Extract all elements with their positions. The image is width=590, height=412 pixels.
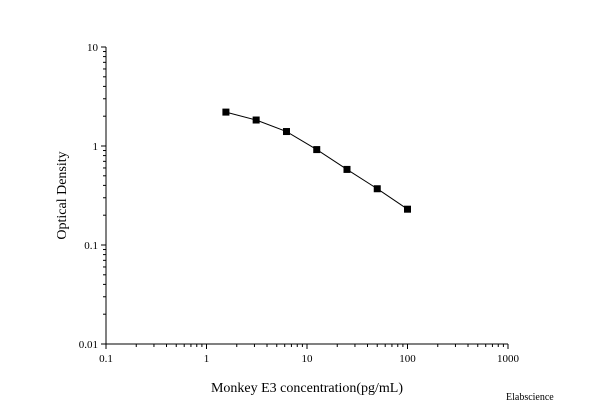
x-tick-label: 10 <box>302 353 314 365</box>
x-tick-label: 1 <box>204 353 210 365</box>
y-axis-label: Optical Density <box>55 151 70 239</box>
x-axis-label: Monkey E3 concentration(pg/mL) <box>211 381 403 396</box>
y-tick-label: 0.1 <box>84 240 98 252</box>
y-tick-label: 0.01 <box>79 339 98 351</box>
data-point <box>282 128 290 136</box>
watermark-text: Elabscience <box>506 392 554 403</box>
y-tick-label: 10 <box>87 42 99 54</box>
data-series <box>222 108 411 213</box>
x-tick-label: 100 <box>399 353 416 365</box>
data-point <box>343 165 351 173</box>
data-point <box>252 116 260 124</box>
axes <box>105 47 508 345</box>
data-point <box>373 185 381 193</box>
x-tick-label: 0.1 <box>99 353 113 365</box>
series-line <box>225 111 408 210</box>
data-point <box>404 205 411 213</box>
x-tick-label: 1000 <box>497 353 520 365</box>
y-tick-label: 1 <box>93 141 99 153</box>
data-point <box>222 108 230 116</box>
data-point <box>313 146 321 154</box>
